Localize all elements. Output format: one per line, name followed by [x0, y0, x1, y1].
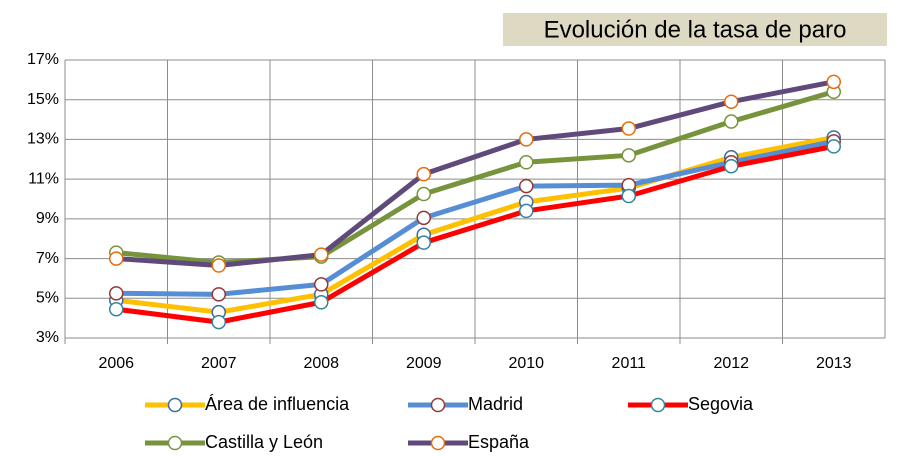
marker — [416, 235, 431, 250]
legend-marker — [167, 397, 183, 413]
y-tick-label: 15% — [27, 91, 59, 108]
marker — [826, 139, 841, 154]
y-tick-label: 11% — [28, 170, 59, 187]
legend-label: Madrid — [468, 394, 523, 414]
marker — [519, 203, 534, 219]
y-tick-label: 9% — [36, 210, 59, 227]
series-line — [115, 134, 835, 315]
marker — [211, 258, 226, 273]
x-tick-label: 2012 — [713, 355, 749, 372]
marker — [314, 295, 329, 310]
legend-label: Segovia — [688, 394, 754, 414]
marker — [621, 148, 636, 163]
y-tick-label: 7% — [36, 250, 59, 267]
marker — [621, 188, 636, 204]
legend-marker — [430, 435, 446, 451]
marker — [109, 251, 124, 266]
marker — [416, 186, 431, 202]
marker — [519, 132, 534, 147]
legend-label: Castilla y León — [205, 432, 323, 452]
marker — [519, 155, 534, 170]
y-tick-label: 13% — [27, 131, 59, 148]
legend-marker — [650, 397, 666, 413]
marker — [211, 314, 226, 330]
series-line — [116, 79, 835, 269]
marker — [314, 247, 329, 262]
marker — [621, 121, 636, 136]
x-tick-label: 2010 — [508, 355, 544, 372]
title-box — [503, 13, 887, 46]
marker — [724, 114, 739, 129]
x-tick-label: 2013 — [816, 355, 852, 372]
legend-marker — [167, 435, 183, 451]
legend-marker — [430, 397, 446, 413]
y-tick-label: 5% — [36, 290, 59, 307]
series-line — [116, 138, 835, 297]
x-tick-label: 2011 — [612, 355, 647, 372]
marker — [519, 178, 534, 194]
chart-title: Evolución de la tasa de paro — [544, 16, 847, 43]
marker — [724, 94, 739, 109]
y-tick-label: 17% — [27, 51, 59, 68]
series-line — [115, 143, 835, 325]
legend-label: España — [468, 432, 530, 452]
y-tick-label: 3% — [36, 329, 59, 346]
x-tick-label: 2006 — [98, 355, 134, 372]
marker — [314, 277, 329, 292]
marker — [826, 74, 841, 90]
legend-label: Área de influencia — [205, 394, 350, 414]
x-tick-label: 2009 — [406, 355, 442, 372]
x-tick-label: 2008 — [303, 355, 339, 372]
x-tick-label: 2007 — [201, 355, 237, 372]
marker — [211, 287, 226, 302]
marker — [416, 166, 431, 182]
marker — [109, 301, 124, 317]
marker — [724, 158, 739, 174]
marker — [416, 210, 431, 226]
marker — [109, 286, 124, 301]
